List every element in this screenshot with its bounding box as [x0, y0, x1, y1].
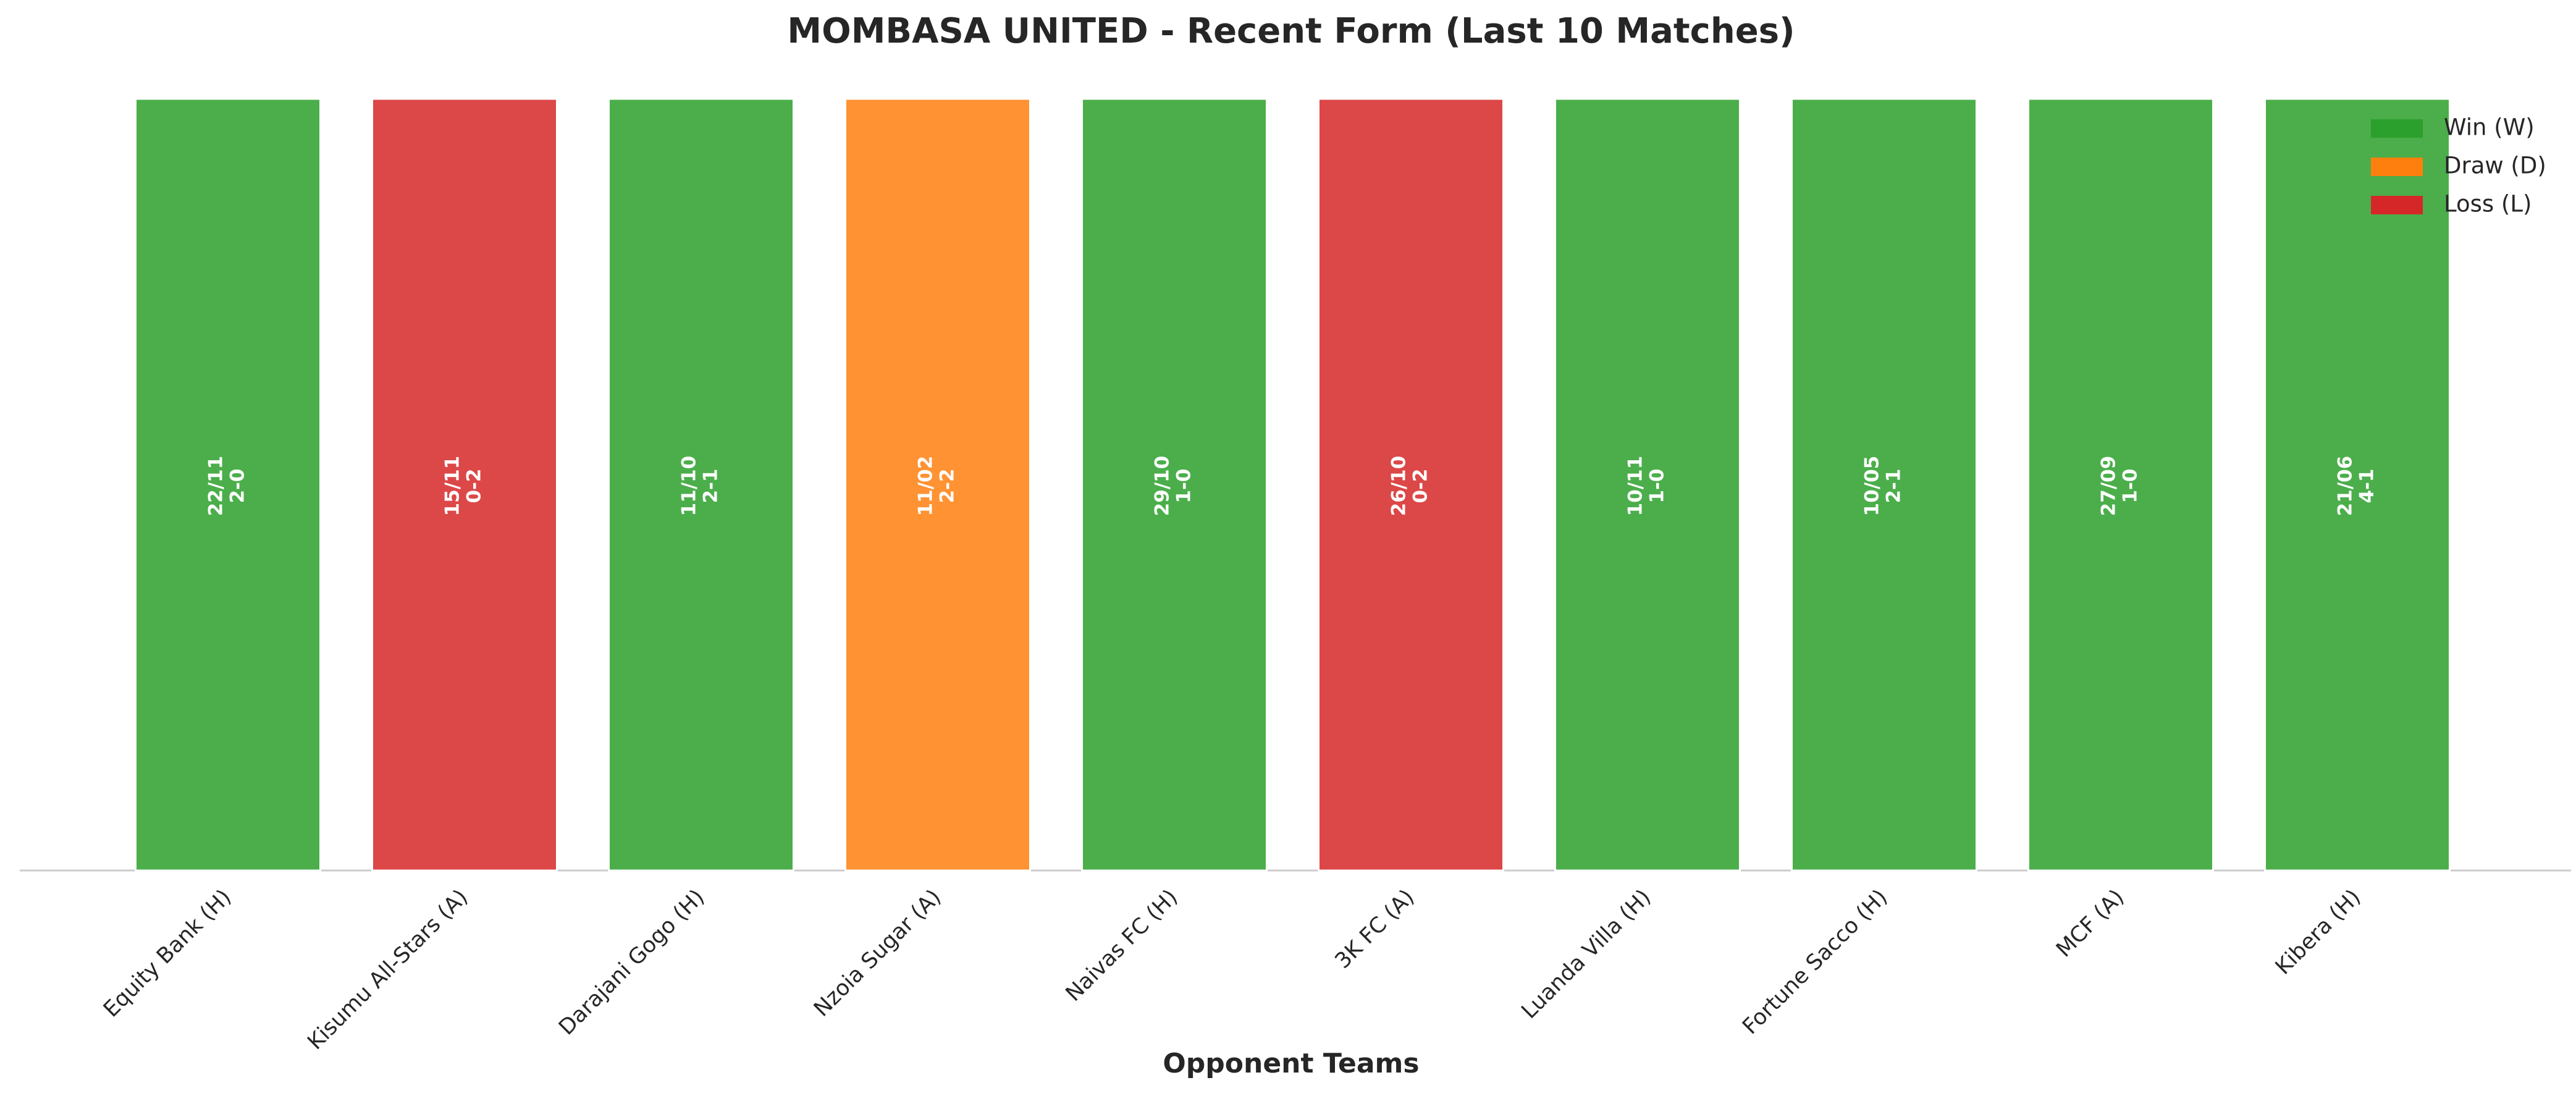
bar-score-label: 2-0 — [227, 468, 249, 503]
bar-score-label: 4-1 — [2356, 468, 2378, 503]
legend-label: Loss (L) — [2444, 191, 2532, 217]
bar-date-label: 27/09 — [2098, 456, 2120, 516]
bar — [135, 98, 321, 872]
bar-date-label: 11/10 — [678, 456, 701, 516]
chart-title: MOMBASA UNITED - Recent Form (Last 10 Ma… — [787, 11, 1795, 51]
bar-date-label: 10/11 — [1625, 456, 1647, 516]
bar-score-label: 1-0 — [2119, 468, 2142, 503]
bar-score-label: 2-1 — [1883, 468, 1905, 503]
bar-date-label: 21/06 — [2334, 456, 2357, 516]
bar-date-label: 10/05 — [1861, 456, 1884, 516]
legend-label: Draw (D) — [2444, 153, 2546, 179]
bar-score-label: 0-2 — [463, 468, 486, 503]
bar — [2027, 98, 2214, 872]
x-axis-label: Opponent Teams — [1163, 1048, 1419, 1079]
bar — [608, 98, 794, 872]
bar-score-label: 0-2 — [1410, 468, 1432, 503]
bar — [844, 98, 1031, 872]
bar — [1318, 98, 1504, 872]
bar-score-label: 2-2 — [937, 468, 959, 503]
bar-date-label: 22/11 — [205, 456, 227, 516]
bar-score-label: 1-0 — [1646, 468, 1669, 503]
legend-swatch — [2371, 196, 2423, 214]
bar-date-label: 11/02 — [915, 456, 937, 516]
bar-score-label: 2-1 — [700, 468, 722, 503]
bar-score-label: 1-0 — [1173, 468, 1195, 503]
bar-date-label: 29/10 — [1151, 456, 1174, 516]
legend-swatch — [2371, 119, 2423, 138]
bar — [1791, 98, 1977, 872]
bar — [371, 98, 558, 872]
bar-date-label: 26/10 — [1388, 456, 1410, 516]
bar — [1554, 98, 1741, 872]
legend-swatch — [2371, 158, 2423, 176]
bar — [1081, 98, 1268, 872]
bar — [2264, 98, 2451, 872]
legend-label: Win (W) — [2444, 114, 2535, 141]
bar-date-label: 15/11 — [442, 456, 464, 516]
